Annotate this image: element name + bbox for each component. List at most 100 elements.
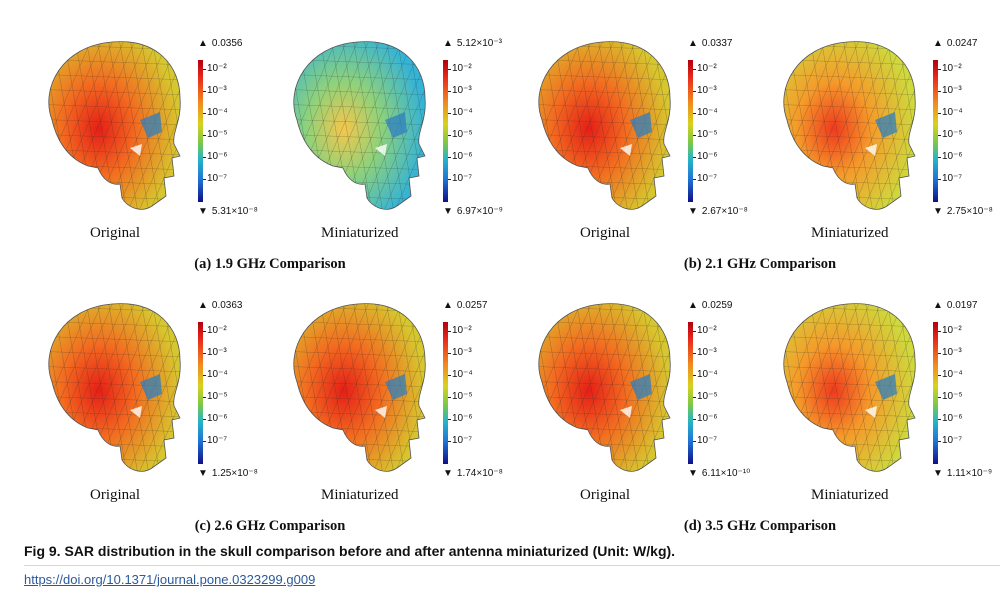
skull-sar-heatmap xyxy=(512,28,682,228)
colorbar-tick-label: 10⁻² xyxy=(207,63,227,74)
colorbar-tick-label: 10⁻⁵ xyxy=(697,391,718,402)
max-label: 0.0257 xyxy=(456,300,488,311)
legend-min-value: ▼ 6.11×10⁻¹⁰ xyxy=(688,468,750,479)
colorbar-tick-mark xyxy=(203,375,206,376)
colorbar-tick-mark xyxy=(448,69,451,70)
colorbar-tick-mark xyxy=(938,419,941,420)
legend-min-value: ▼ 1.74×10⁻⁸ xyxy=(443,468,503,479)
colorbar-tick-mark xyxy=(938,69,941,70)
colorbar-tick-label: 10⁻⁶ xyxy=(697,151,718,162)
skull-sar-heatmap xyxy=(757,290,927,490)
colorbar-tick-label: 10⁻⁴ xyxy=(452,369,473,380)
miniaturized-sar-plot: ▲ 0.0247 10⁻² 10⁻³ 10⁻⁴ 10⁻⁵ 10⁻⁶ 10⁻⁷ ▼ 2.75×10⁻… xyxy=(755,20,1000,250)
colorbar-tick-label: 10⁻⁷ xyxy=(942,435,963,446)
max-label: 5.12×10⁻³ xyxy=(456,38,502,49)
panel-c: ▲ 0.0363 10⁻² 10⁻³ 10⁻⁴ 10⁻⁵ 10⁻⁶ 10⁻⁷ ▼ 1.25×10⁻… xyxy=(20,282,520,552)
divider xyxy=(24,565,1000,566)
colorbar-tick-mark xyxy=(448,113,451,114)
colorbar-tick-label: 10⁻³ xyxy=(452,85,472,96)
colorbar-tick-mark xyxy=(448,331,451,332)
colorbar-tick-mark xyxy=(203,331,206,332)
colorbar-tick-label: 10⁻³ xyxy=(697,85,717,96)
colorbar-tick-mark xyxy=(693,397,696,398)
colorbar-tick-label: 10⁻⁴ xyxy=(697,369,718,380)
colorbar-tick-mark xyxy=(938,91,941,92)
colorbar-tick-label: 10⁻² xyxy=(942,325,962,336)
colorbar-tick-mark xyxy=(693,113,696,114)
colorbar-tick-label: 10⁻⁷ xyxy=(452,435,473,446)
up-triangle-icon: ▲ xyxy=(688,38,698,49)
down-triangle-icon: ▼ xyxy=(933,468,943,479)
colorbar-tick-label: 10⁻⁶ xyxy=(452,151,473,162)
down-triangle-icon: ▼ xyxy=(443,206,453,217)
legend-min-value: ▼ 2.75×10⁻⁸ xyxy=(933,206,993,217)
original-sar-plot: ▲ 0.0363 10⁻² 10⁻³ 10⁻⁴ 10⁻⁵ 10⁻⁶ 10⁻⁷ ▼ 1.25×10⁻… xyxy=(20,282,270,512)
colorbar-tick-label: 10⁻⁵ xyxy=(452,391,473,402)
colorbar-tick-mark xyxy=(693,179,696,180)
skull-sar-heatmap xyxy=(267,28,437,228)
original-sar-plot: ▲ 0.0337 10⁻² 10⁻³ 10⁻⁴ 10⁻⁵ 10⁻⁶ 10⁻⁷ ▼ 2.67×10⁻… xyxy=(510,20,760,250)
down-triangle-icon: ▼ xyxy=(198,468,208,479)
figure-caption: Fig 9. SAR distribution in the skull com… xyxy=(24,543,676,559)
panel-caption: (c) 2.6 GHz Comparison xyxy=(194,518,346,534)
colorbar-tick-mark xyxy=(448,179,451,180)
colorbar-ticks: 10⁻² 10⁻³ 10⁻⁴ 10⁻⁵ 10⁻⁶ 10⁻⁷ xyxy=(203,322,247,464)
colorbar-tick-mark xyxy=(938,135,941,136)
colorbar-tick-label: 10⁻⁵ xyxy=(942,129,963,140)
doi-link[interactable]: https://doi.org/10.1371/journal.pone.032… xyxy=(24,572,316,587)
skull-sar-heatmap xyxy=(512,290,682,490)
colorbar-tick-mark xyxy=(693,353,696,354)
legend-min-value: ▼ 5.31×10⁻⁸ xyxy=(198,206,258,217)
min-label: 1.74×10⁻⁸ xyxy=(456,468,503,479)
max-label: 0.0247 xyxy=(946,38,978,49)
colorbar-tick-mark xyxy=(203,91,206,92)
colorbar-tick-label: 10⁻⁵ xyxy=(452,129,473,140)
legend-max-value: ▲ 0.0259 xyxy=(688,300,733,311)
colorbar xyxy=(198,322,203,464)
colorbar-tick-label: 10⁻³ xyxy=(207,85,227,96)
colorbar-tick-mark xyxy=(693,331,696,332)
colorbar-tick-label: 10⁻² xyxy=(697,63,717,74)
panel-d: ▲ 0.0259 10⁻² 10⁻³ 10⁻⁴ 10⁻⁵ 10⁻⁶ 10⁻⁷ ▼ 6.11×10⁻… xyxy=(510,282,1000,552)
colorbar-tick-mark xyxy=(448,353,451,354)
down-triangle-icon: ▼ xyxy=(198,206,208,217)
colorbar xyxy=(933,322,938,464)
max-label: 0.0259 xyxy=(701,300,733,311)
colorbar-tick-mark xyxy=(448,419,451,420)
colorbar-ticks: 10⁻² 10⁻³ 10⁻⁴ 10⁻⁵ 10⁻⁶ 10⁻⁷ xyxy=(203,60,247,202)
down-triangle-icon: ▼ xyxy=(688,468,698,479)
colorbar-tick-mark xyxy=(448,157,451,158)
colorbar-tick-label: 10⁻² xyxy=(697,325,717,336)
panel-caption: (d) 3.5 GHz Comparison xyxy=(683,518,837,534)
colorbar-ticks: 10⁻² 10⁻³ 10⁻⁴ 10⁻⁵ 10⁻⁶ 10⁻⁷ xyxy=(693,60,737,202)
colorbar-tick-mark xyxy=(448,441,451,442)
colorbar-tick-mark xyxy=(448,397,451,398)
colorbar xyxy=(443,60,448,202)
colorbar-tick-label: 10⁻⁶ xyxy=(942,151,963,162)
colorbar-tick-label: 10⁻⁵ xyxy=(697,129,718,140)
max-label: 0.0337 xyxy=(701,38,733,49)
colorbar-tick-label: 10⁻⁴ xyxy=(942,107,963,118)
legend-max-value: ▲ 5.12×10⁻³ xyxy=(443,38,502,49)
legend-max-value: ▲ 0.0337 xyxy=(688,38,733,49)
colorbar-tick-label: 10⁻⁴ xyxy=(207,107,228,118)
colorbar-tick-label: 10⁻² xyxy=(207,325,227,336)
colorbar-tick-mark xyxy=(938,397,941,398)
colorbar-tick-label: 10⁻⁵ xyxy=(207,391,228,402)
colorbar-tick-mark xyxy=(693,157,696,158)
colorbar-ticks: 10⁻² 10⁻³ 10⁻⁴ 10⁻⁵ 10⁻⁶ 10⁻⁷ xyxy=(938,322,982,464)
colorbar-ticks: 10⁻² 10⁻³ 10⁻⁴ 10⁻⁵ 10⁻⁶ 10⁻⁷ xyxy=(693,322,737,464)
down-triangle-icon: ▼ xyxy=(443,468,453,479)
miniaturized-sar-plot: ▲ 0.0257 10⁻² 10⁻³ 10⁻⁴ 10⁻⁵ 10⁻⁶ 10⁻⁷ ▼ 1.74×10⁻… xyxy=(265,282,515,512)
colorbar-tick-label: 10⁻⁶ xyxy=(942,413,963,424)
colorbar-tick-mark xyxy=(693,441,696,442)
colorbar xyxy=(933,60,938,202)
max-label: 0.0356 xyxy=(211,38,243,49)
color-legend: ▲ 0.0259 10⁻² 10⁻³ 10⁻⁴ 10⁻⁵ 10⁻⁶ 10⁻⁷ ▼ 6.11×10⁻… xyxy=(688,294,768,484)
colorbar-tick-label: 10⁻³ xyxy=(942,85,962,96)
color-legend: ▲ 5.12×10⁻³ 10⁻² 10⁻³ 10⁻⁴ 10⁻⁵ 10⁻⁶ 10⁻⁷ ▼ 6.97×… xyxy=(443,32,523,222)
up-triangle-icon: ▲ xyxy=(688,300,698,311)
up-triangle-icon: ▲ xyxy=(198,38,208,49)
colorbar-tick-mark xyxy=(693,375,696,376)
up-triangle-icon: ▲ xyxy=(933,38,943,49)
